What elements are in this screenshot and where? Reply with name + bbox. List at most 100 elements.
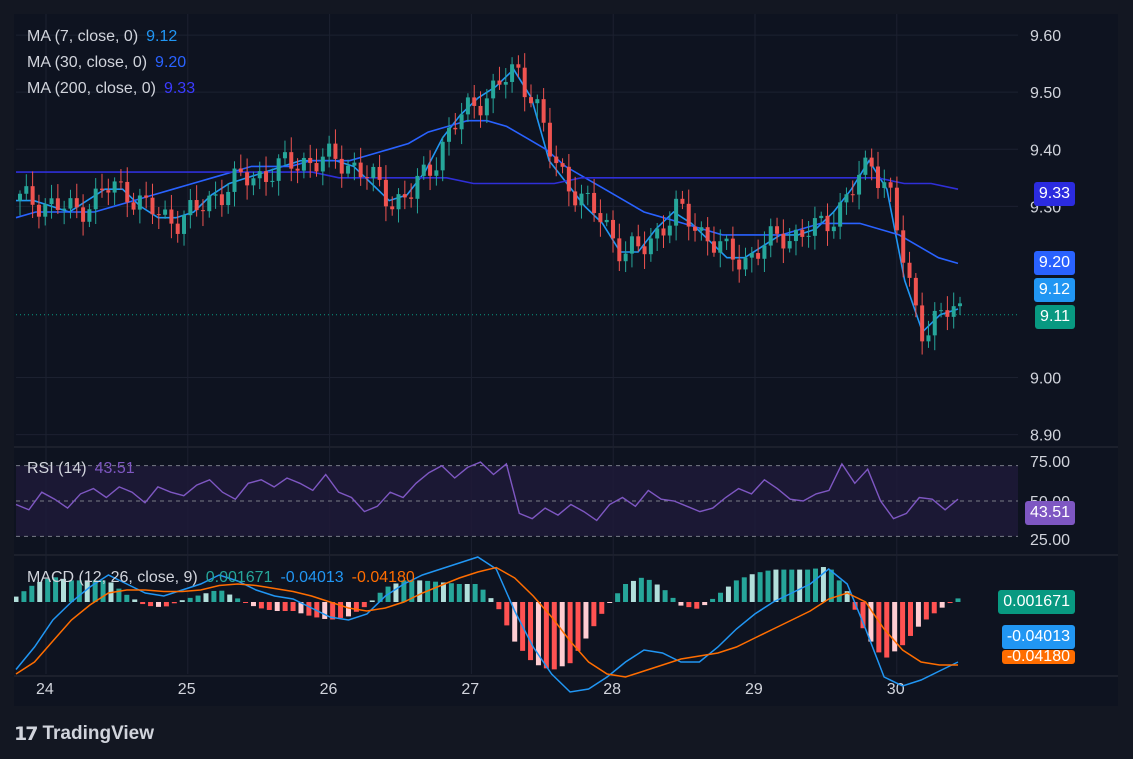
macd-signal-line (15, 566, 958, 678)
legend-macd: MACD (12, 26, close, 9) 0.001671 -0.04013-… (27, 569, 415, 587)
macd-histogram-bar (100, 580, 106, 602)
macd-histogram-bar (710, 598, 716, 602)
candle-body (434, 170, 439, 176)
price-tag-ma200: 9.33 (1033, 182, 1075, 206)
candle-body (182, 215, 187, 234)
legend-rsi-label: RSI (14) (27, 460, 87, 477)
candle-body (926, 335, 931, 342)
candle-body (200, 210, 205, 212)
ma-line-30 (15, 119, 959, 265)
candle-body (18, 193, 22, 201)
candle-body (308, 157, 313, 164)
legend-ma30: MA (30, close, 0) 9.20 (27, 54, 186, 72)
tradingview-logo[interactable]: 17 TradingView (14, 722, 154, 746)
candle-body (819, 215, 824, 219)
macd-histogram-bar (686, 602, 692, 608)
macd-histogram-bar (116, 588, 122, 602)
price-tag-ma7: 9.12 (1033, 278, 1075, 302)
candle-body (522, 67, 527, 98)
candle-body (693, 226, 698, 231)
candle-body (150, 197, 155, 215)
candle-body (762, 245, 767, 259)
rsi-tick-label: 75.00 (1030, 454, 1070, 471)
macd-histogram-bar (488, 598, 494, 602)
candle-body (396, 194, 401, 210)
macd-histogram-bar (741, 577, 747, 602)
candle-body (611, 219, 616, 239)
candle-body (793, 229, 798, 242)
candle-body (648, 238, 653, 255)
price-tick-label: 8.90 (1030, 428, 1061, 445)
rsi-tick-label: 25.00 (1030, 532, 1070, 549)
legend-ma30-value: 9.20 (155, 54, 187, 71)
macd-histogram-bar (84, 580, 90, 602)
candle-body (497, 80, 502, 85)
candle-body (661, 228, 666, 236)
macd-histogram-bar (591, 602, 597, 627)
candle-body (257, 171, 262, 179)
candle-body (333, 143, 338, 159)
candle-body (169, 209, 174, 224)
macd-histogram-bar (947, 602, 953, 604)
macd-histogram-bar (219, 590, 225, 602)
macd-histogram-bar (670, 597, 676, 602)
candle-body (623, 253, 628, 262)
legend-ma7: MA (7, close, 0) 9.12 (27, 28, 177, 46)
legend-macd-value: -0.04013 (280, 569, 344, 586)
macd-histogram-bar (646, 579, 652, 602)
candle-body (478, 105, 483, 116)
price-tick-label: 9.40 (1030, 142, 1061, 159)
macd-histogram-bar (187, 597, 193, 602)
macd-histogram-bar (274, 602, 280, 611)
macd-histogram-bar (583, 602, 589, 639)
legend-rsi-value: 43.51 (94, 460, 135, 477)
candle-body (137, 195, 142, 210)
candle-body (377, 166, 382, 180)
macd-histogram-bar (401, 580, 407, 602)
time-tick-label: 27 (461, 681, 479, 698)
macd-histogram-bar (243, 602, 249, 603)
macd-histogram-bar (923, 602, 929, 620)
candle-body (390, 206, 395, 210)
macd-histogram-bar (725, 586, 731, 602)
candle-body (529, 97, 534, 104)
tradingview-logo-text: TradingView (42, 723, 155, 744)
candle-body (36, 204, 41, 217)
macd-histogram-bar (345, 602, 351, 617)
candle-body (535, 99, 540, 104)
macd-histogram-bar (290, 602, 296, 611)
candle-body (863, 157, 868, 175)
candle-body (920, 305, 925, 342)
macd-histogram-bar (298, 602, 304, 614)
macd-histogram-bar (797, 569, 803, 602)
candle-body (951, 306, 956, 317)
macd-histogram-bar (53, 577, 59, 602)
candle-body (131, 202, 136, 210)
candle-body (100, 188, 105, 191)
macd-histogram-bar (528, 602, 534, 661)
candle-body (484, 98, 489, 116)
candle-body (428, 164, 433, 176)
macd-histogram-bar (678, 602, 684, 606)
macd-histogram-bar (258, 602, 264, 609)
candle-body (932, 310, 937, 336)
price-tick-label: 9.50 (1030, 85, 1061, 102)
legend-ma200: MA (200, close, 0) 9.33 (27, 80, 195, 98)
macd-histogram-bar (535, 602, 541, 666)
macd-histogram-bar (227, 594, 233, 602)
candle-body (888, 182, 893, 188)
macd-histogram-bar (282, 602, 288, 611)
legend-ma7-value: 9.12 (146, 28, 178, 45)
candle-body (850, 194, 855, 196)
candle-body (383, 179, 388, 207)
candle-body (629, 236, 634, 254)
candle-body (472, 97, 477, 106)
candle-body (560, 163, 565, 167)
macd-histogram-bar (702, 602, 708, 606)
macd-histogram-bar (860, 602, 866, 629)
candle-body (30, 186, 35, 205)
candle-body (781, 233, 786, 249)
candle-body (737, 259, 742, 270)
candle-body (491, 80, 496, 99)
macd-histogram-bar (266, 602, 272, 610)
